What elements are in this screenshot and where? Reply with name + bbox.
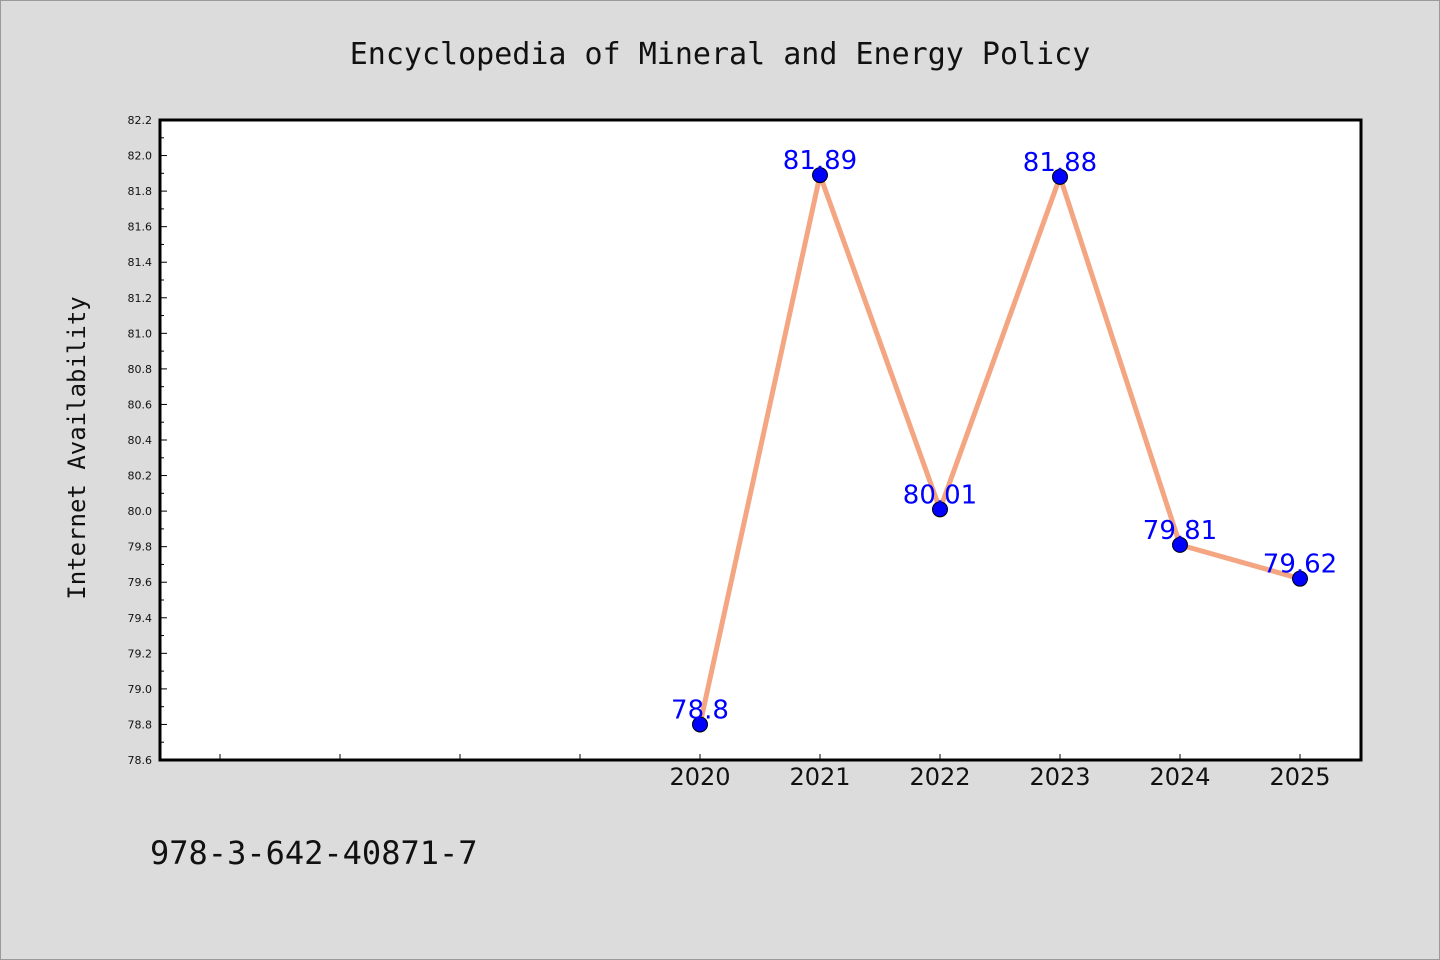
y-tick-label: 81.6 [128, 221, 153, 234]
data-point [1292, 570, 1308, 587]
y-tick-label: 79.2 [128, 647, 153, 660]
data-point [932, 501, 948, 518]
data-label: 81.88 [1023, 148, 1097, 178]
y-tick-label: 79.6 [128, 576, 153, 589]
series-line [697, 172, 1301, 725]
series-group [692, 167, 1308, 733]
y-tick-label: 81.8 [128, 185, 153, 198]
y-tick-label: 80.8 [128, 363, 153, 376]
y-tick-label: 80.0 [128, 505, 153, 518]
y-tick-label: 81.0 [128, 327, 153, 340]
data-label: 78.8 [671, 695, 729, 725]
y-tick-label: 78.8 [128, 718, 153, 731]
data-label: 79.81 [1143, 516, 1217, 546]
data-point [812, 167, 828, 184]
x-tick-label: 2024 [1149, 763, 1210, 791]
y-tick-label: 80.4 [128, 434, 153, 447]
data-point [692, 716, 708, 733]
y-tick-label: 81.2 [128, 292, 153, 305]
y-axis-label: Internet Availability [63, 296, 91, 599]
footer-isbn: 978-3-642-40871-7 [150, 834, 478, 872]
x-tick-label: 2022 [909, 763, 970, 791]
y-tick-label: 82.2 [128, 114, 153, 127]
x-tick-label: 2023 [1029, 763, 1090, 791]
x-tick-label: 2025 [1269, 763, 1330, 791]
chart-title: Encyclopedia of Mineral and Energy Polic… [350, 37, 1091, 72]
data-label: 79.62 [1263, 550, 1337, 580]
y-tick-label: 81.4 [128, 256, 153, 269]
y-tick-label: 82.0 [128, 150, 153, 163]
x-axis-ticks: 2020 2021 2022 2023 2024 2025 [219, 754, 1331, 791]
y-tick-label: 78.6 [128, 754, 153, 767]
y-axis-ticks: 78.6 78.8 79.0 79.2 79.4 79.6 79.8 80.0 80.2 80.4… [128, 114, 167, 767]
y-tick-label: 80.2 [128, 470, 153, 483]
y-tick-label: 80.6 [128, 398, 153, 411]
data-point [1052, 168, 1068, 185]
data-label: 81.89 [783, 146, 857, 176]
y-tick-label: 79.8 [128, 541, 153, 554]
data-label-group: 78.8 81.89 80.01 81.88 79.81 79.62 [671, 146, 1337, 725]
data-label: 80.01 [903, 480, 977, 510]
y-tick-label: 79.0 [128, 683, 153, 696]
data-point [1172, 536, 1188, 553]
x-tick-label: 2020 [669, 763, 730, 791]
x-tick-label: 2021 [789, 763, 850, 791]
y-tick-label: 79.4 [128, 612, 153, 625]
